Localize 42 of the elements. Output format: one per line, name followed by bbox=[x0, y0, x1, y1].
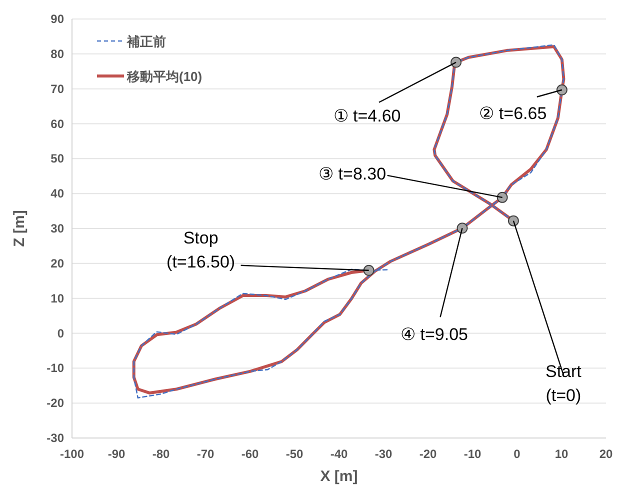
x-tick-label: -20 bbox=[419, 447, 437, 461]
x-tick-label: 20 bbox=[599, 447, 613, 461]
y-tick-label: 70 bbox=[50, 82, 64, 96]
annotation: ③ t=8.30 bbox=[318, 164, 386, 184]
annotation: ① t=4.60 bbox=[333, 62, 456, 126]
annotation: Stop (t=16.50) bbox=[166, 228, 369, 272]
y-tick-label: 90 bbox=[50, 12, 64, 26]
annotation: ③ t=8.30 bbox=[318, 164, 502, 198]
x-tick-label: -50 bbox=[286, 447, 304, 461]
y-tick-label: 50 bbox=[50, 152, 64, 166]
x-tick-label: -80 bbox=[152, 447, 170, 461]
y-tick-label: -30 bbox=[46, 431, 64, 445]
y-tick-label: 10 bbox=[50, 291, 64, 306]
y-tick-label: 80 bbox=[50, 46, 64, 61]
x-tick-label: -90 bbox=[108, 447, 126, 461]
x-axis-title: X [m] bbox=[320, 468, 358, 485]
x-tick-label: -30 bbox=[374, 447, 392, 461]
legend-label: 補正前 bbox=[126, 34, 166, 49]
y-tick-label: 0 bbox=[57, 326, 64, 340]
x-tick-label: -100 bbox=[60, 447, 84, 461]
x-tick-label: -10 bbox=[464, 447, 482, 461]
y-tick-label: 20 bbox=[50, 256, 64, 270]
x-tick-label: -60 bbox=[241, 447, 259, 461]
annotation: ② t=6.65 bbox=[479, 104, 547, 123]
y-tick-label: 60 bbox=[50, 116, 64, 131]
annotation: Stop (t=16.50) bbox=[166, 228, 236, 272]
y-tick-label: 30 bbox=[50, 222, 64, 236]
annotation: ② t=6.65 bbox=[479, 89, 562, 123]
annotation: ④ t=9.05 bbox=[400, 325, 468, 344]
y-axis-title: Z [m] bbox=[11, 210, 28, 247]
annotation: ① t=4.60 bbox=[333, 106, 401, 126]
x-tick-label: -70 bbox=[196, 447, 214, 461]
x-tick-label: 0 bbox=[514, 447, 521, 461]
x-tick-label: 10 bbox=[554, 447, 568, 461]
x-tick-label: -40 bbox=[330, 447, 348, 461]
legend-label: 移動平均(10) bbox=[126, 69, 202, 84]
y-tick-label: -20 bbox=[46, 396, 64, 410]
annotation: Start (t=0) bbox=[512, 220, 582, 405]
annotation: ④ t=9.05 bbox=[400, 228, 468, 344]
y-tick-label: 40 bbox=[50, 186, 64, 201]
y-tick-label: -10 bbox=[46, 361, 64, 376]
annotation: Start (t=0) bbox=[545, 362, 582, 405]
